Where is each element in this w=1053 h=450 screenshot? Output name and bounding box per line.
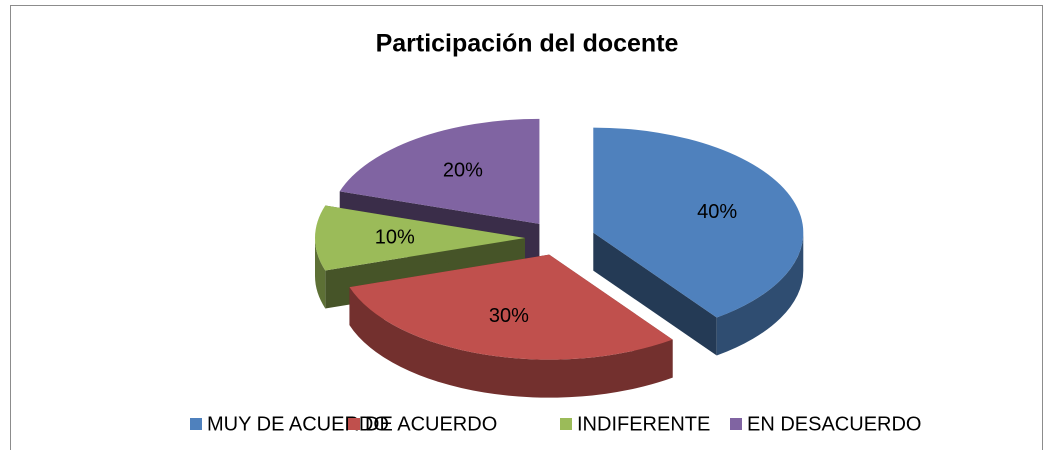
- data-label: 40%: [697, 201, 737, 223]
- slice-wall: [716, 232, 804, 356]
- legend-label: EN DESACUERDO: [747, 413, 921, 435]
- data-label: 10%: [375, 226, 415, 248]
- chart-title: Participación del docente: [376, 30, 679, 58]
- pie-slice: [349, 254, 673, 360]
- legend-swatch: [730, 418, 742, 430]
- data-label: 30%: [489, 305, 529, 327]
- data-label: 20%: [443, 159, 483, 181]
- legend-label: INDIFERENTE: [577, 413, 710, 435]
- legend-swatch: [560, 418, 572, 430]
- slice-wall: [315, 238, 326, 309]
- legend-label: DE ACUERDO: [365, 413, 497, 435]
- pie-slice: [315, 205, 525, 271]
- pie-slice: [339, 118, 540, 224]
- legend-label: MUY DE ACUERDO: [207, 413, 389, 435]
- legend-swatch: [348, 418, 360, 430]
- slice-side: [593, 232, 717, 356]
- pie-slice: [593, 127, 804, 318]
- legend-swatch: [190, 418, 202, 430]
- slice-wall: [349, 287, 673, 398]
